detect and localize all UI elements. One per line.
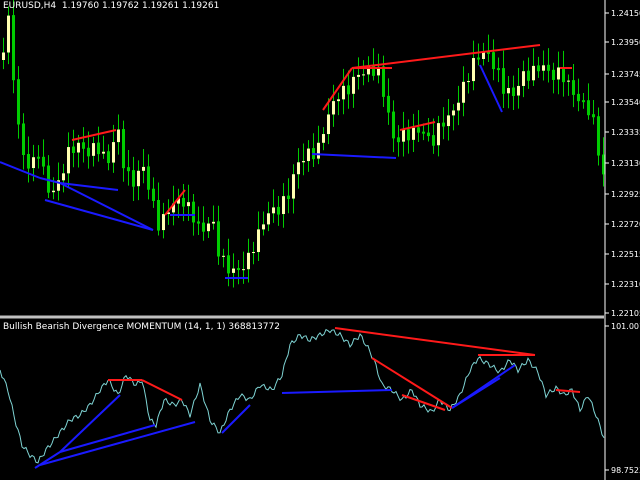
candle-body [282, 196, 285, 214]
bullish-divergence-line [452, 365, 515, 408]
candle-body [478, 58, 480, 59]
candle-body [212, 222, 215, 224]
price-axis-label: 1.23335 [611, 128, 640, 137]
candle-body [352, 77, 355, 94]
candle-body [542, 65, 545, 70]
price-axis-label: 1.24150 [611, 9, 640, 18]
candle-body [357, 75, 360, 77]
candle-body [567, 81, 570, 82]
candle-body [162, 214, 165, 230]
candle-body [583, 101, 585, 102]
candle-body [272, 207, 275, 213]
candle-body [92, 143, 95, 156]
candle-body [262, 224, 265, 229]
candle-body [522, 71, 525, 86]
candle-body [472, 58, 475, 81]
candle-body [482, 52, 485, 59]
indicator-header: Bullish Bearish Divergence MOMENTUM (14,… [3, 322, 280, 333]
price-axis-label: 1.22515 [611, 250, 640, 259]
price-axis-label: 1.22720 [611, 220, 640, 229]
bullish-divergence-line [45, 200, 153, 230]
bullish-divergence-line [40, 422, 195, 465]
candle-body [342, 86, 345, 99]
candle-body [437, 123, 440, 145]
symbol-timeframe: EURUSD,H4 [3, 1, 56, 11]
price-axis-label: 1.23745 [611, 70, 640, 79]
bearish-divergence-line [372, 358, 452, 408]
candle-body [77, 143, 80, 153]
candle-body [447, 115, 450, 126]
indicator-axis: 101.0019 98.7523 [605, 322, 640, 475]
candle-body [222, 256, 225, 257]
price-divergence-lines [0, 45, 572, 278]
candle-body [307, 149, 310, 161]
candle-body [498, 69, 500, 70]
candle-body [142, 167, 145, 171]
candle-body [52, 191, 55, 192]
candle-body [517, 86, 520, 96]
candle-body [532, 66, 535, 80]
price-axis-label: 1.22105 [611, 309, 640, 318]
candle-body [112, 142, 115, 162]
main-chart-header: EURUSD,H4 1.19760 1.19762 1.19261 1.1926… [3, 1, 219, 12]
price-axis-label: 1.23130 [611, 159, 640, 168]
bullish-divergence-line [60, 183, 153, 230]
candle-body [117, 130, 120, 143]
price-axis-label: 1.22925 [611, 190, 640, 199]
candle-body [257, 229, 260, 252]
price-axis-label: 1.23950 [611, 38, 640, 47]
candlestick-series [2, 0, 605, 287]
candle-body [102, 152, 105, 154]
candle-body [362, 74, 365, 75]
candle-body [187, 202, 190, 206]
price-axis-label: 1.23540 [611, 98, 640, 107]
candle-body [62, 173, 65, 180]
candle-body [462, 82, 465, 103]
candle-body [412, 128, 415, 140]
candle-body [322, 134, 325, 143]
candle-body [207, 224, 210, 232]
bearish-divergence-line [142, 380, 182, 400]
price-axis-label: 1.22310 [611, 280, 640, 289]
candle-body [292, 174, 295, 198]
bullish-divergence-line [312, 154, 396, 158]
candle-body [332, 101, 335, 114]
candle-body [238, 269, 240, 270]
candle-body [7, 16, 10, 53]
candle-body [402, 130, 405, 142]
candle-body [67, 147, 70, 173]
ohlc-values: 1.19760 1.19762 1.19261 1.19261 [62, 1, 219, 11]
candle-body [317, 143, 320, 159]
candle-body [232, 269, 235, 273]
candle-body [452, 110, 455, 115]
candle-body [467, 81, 470, 82]
candle-body [2, 52, 5, 60]
candle-body [507, 88, 510, 93]
bearish-divergence-line [402, 395, 445, 410]
candle-body [38, 157, 40, 158]
candle-body [557, 67, 560, 79]
candle-body [137, 171, 140, 186]
candle-body [337, 99, 340, 101]
candle-body [302, 161, 305, 162]
indicator-axis-label: 101.0019 [611, 322, 640, 331]
candle-body [252, 252, 255, 253]
indicator-axis-label: 98.7523 [611, 466, 640, 475]
candle-body [242, 269, 245, 270]
candle-body [267, 213, 270, 224]
indicator-divergence-lines [35, 328, 580, 468]
bearish-divergence-line [352, 45, 540, 68]
candle-body [327, 114, 330, 134]
bearish-divergence-line [335, 328, 535, 355]
candle-body [423, 132, 425, 133]
candle-body [457, 103, 460, 111]
candle-body [32, 157, 35, 168]
price-axis: 1.24150 1.23950 1.23745 1.23540 1.23335 1.231… [605, 9, 640, 318]
candle-body [247, 253, 250, 269]
candle-body [488, 52, 490, 53]
candle-body [297, 162, 300, 174]
bullish-divergence-line [282, 390, 392, 393]
